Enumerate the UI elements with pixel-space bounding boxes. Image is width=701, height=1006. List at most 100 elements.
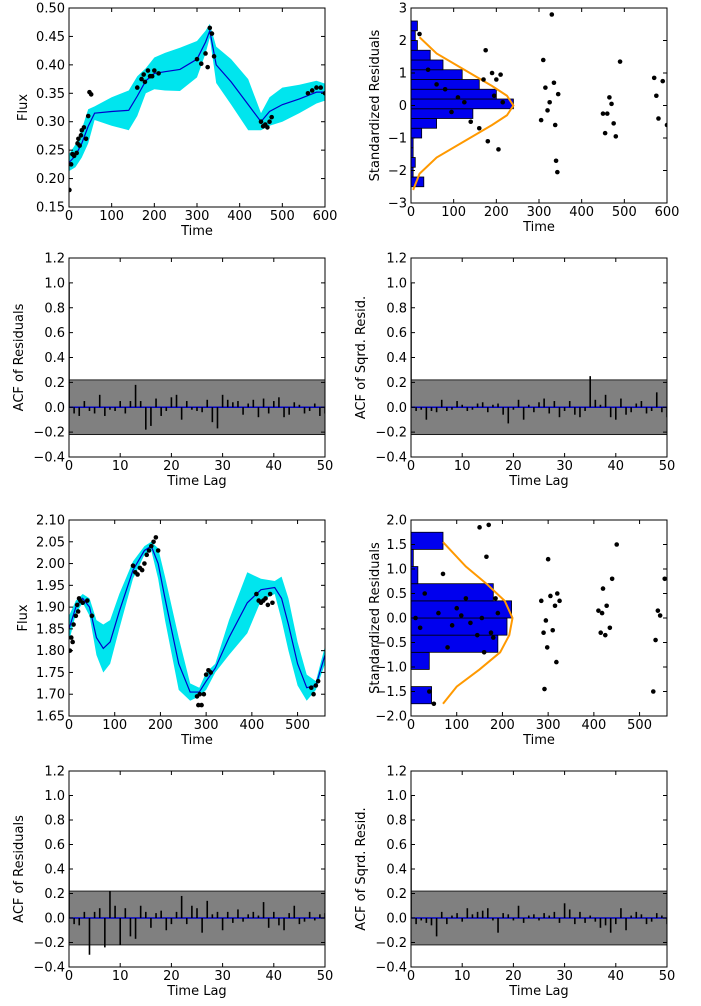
data-point — [135, 572, 140, 577]
y-tick-label: 2.05 — [36, 535, 65, 550]
residual-point — [498, 72, 503, 77]
residual-point — [550, 627, 556, 633]
residual-point — [545, 108, 550, 113]
residual-point — [474, 632, 480, 638]
y-tick-label: 1.90 — [36, 601, 65, 616]
y-tick-label: 0.45 — [36, 30, 65, 45]
x-tick-label: 20 — [505, 969, 522, 984]
y-tick-label: 0.2 — [386, 376, 407, 391]
x-tick-label: 40 — [266, 969, 283, 984]
data-point — [73, 613, 79, 619]
data-point — [69, 162, 74, 167]
data-point — [139, 76, 144, 82]
plot-area — [69, 23, 325, 193]
data-point — [201, 691, 207, 697]
y-axis-label: Standardized Residuals — [368, 29, 383, 181]
residual-point — [653, 637, 658, 643]
y-tick-label: 1.0 — [386, 563, 407, 578]
x-tick-label: 0 — [407, 969, 415, 984]
residual-point — [484, 554, 489, 560]
y-tick-label: 0 — [399, 99, 407, 114]
residual-point — [463, 596, 469, 601]
data-point — [69, 635, 74, 640]
residual-point — [548, 593, 553, 599]
data-point — [152, 68, 157, 73]
y-tick-label: −0.2 — [375, 426, 407, 441]
x-axis-label: Time — [522, 733, 555, 748]
y-tick-label: 0.8 — [386, 814, 407, 829]
panel-p8: 0 10 20 30 40 50 −0.4 −0.2 0.0 0.2 0.4 0.6 0.8 1.0 1.2… — [354, 765, 675, 1000]
axes-frame — [68, 519, 326, 717]
data-point — [265, 602, 271, 608]
data-point — [89, 613, 95, 619]
data-point — [314, 85, 319, 90]
x-tick-label: 10 — [112, 459, 129, 474]
panel-p1: 0 100 200 300 400 500 600 0.15 0.20 0.25 0.30 0.35 0… — [16, 2, 337, 240]
y-tick-label: 3 — [399, 2, 407, 17]
residual-point — [431, 701, 437, 707]
x-tick-label: 600 — [655, 205, 680, 220]
residual-point — [543, 618, 549, 623]
histogram-bar — [411, 69, 463, 80]
y-tick-label: −2.0 — [375, 710, 407, 725]
plot-area — [411, 522, 667, 707]
y-tick-label: 1.75 — [36, 666, 65, 681]
residual-point — [656, 116, 661, 121]
x-axis-label: Time Lag — [166, 474, 226, 489]
x-tick-label: 50 — [659, 459, 676, 474]
y-tick-label: −0.4 — [375, 451, 407, 466]
residual-point — [604, 111, 610, 116]
data-point — [305, 90, 311, 96]
x-tick-label: 500 — [612, 205, 637, 220]
x-tick-label: 200 — [484, 205, 509, 220]
histogram-bar — [411, 531, 444, 550]
residual-point — [549, 12, 555, 17]
residual-point — [617, 59, 623, 64]
data-point — [76, 136, 81, 142]
x-tick-label: 300 — [194, 718, 219, 733]
residual-point — [494, 77, 499, 82]
data-point — [269, 114, 274, 120]
data-point — [207, 25, 213, 31]
residual-point — [552, 122, 558, 128]
residual-point — [602, 130, 608, 136]
y-tick-label: 1.85 — [36, 622, 65, 637]
y-tick-label: 1.0 — [386, 789, 407, 804]
histogram-bar — [411, 30, 416, 41]
data-point — [70, 639, 75, 645]
y-tick-label: 2.10 — [36, 514, 65, 529]
data-point — [139, 567, 145, 573]
y-tick-label: 2.0 — [386, 514, 407, 529]
data-point — [254, 591, 259, 597]
residual-point — [495, 610, 501, 616]
x-tick-label: 30 — [556, 459, 573, 474]
residual-point — [554, 659, 559, 665]
y-axis-label: ACF of Residuals — [12, 303, 27, 411]
x-axis-label: Time — [180, 733, 213, 748]
residual-point — [600, 111, 606, 116]
y-tick-label: 0.8 — [386, 301, 407, 316]
residual-point — [455, 95, 461, 100]
y-axis-label: ACF of Residuals — [12, 815, 27, 923]
data-point — [203, 672, 209, 677]
data-point — [315, 678, 321, 684]
y-tick-label: 0.0 — [44, 912, 65, 927]
x-tick-label: 300 — [536, 718, 561, 733]
histogram-bar — [411, 566, 419, 585]
y-tick-label: 0.0 — [44, 401, 65, 416]
data-point — [84, 598, 90, 603]
data-point — [203, 51, 208, 56]
x-tick-label: 600 — [313, 209, 338, 224]
y-tick-label: 1.0 — [44, 276, 65, 291]
residual-point — [540, 57, 546, 63]
data-point — [197, 691, 203, 697]
data-point — [309, 88, 315, 93]
x-tick-label: 0 — [65, 209, 73, 224]
residual-point — [599, 610, 605, 616]
data-point — [211, 54, 217, 59]
x-tick-label: 100 — [102, 718, 127, 733]
residual-point — [496, 147, 501, 152]
y-tick-label: −1.5 — [375, 685, 407, 700]
data-point — [313, 683, 319, 688]
